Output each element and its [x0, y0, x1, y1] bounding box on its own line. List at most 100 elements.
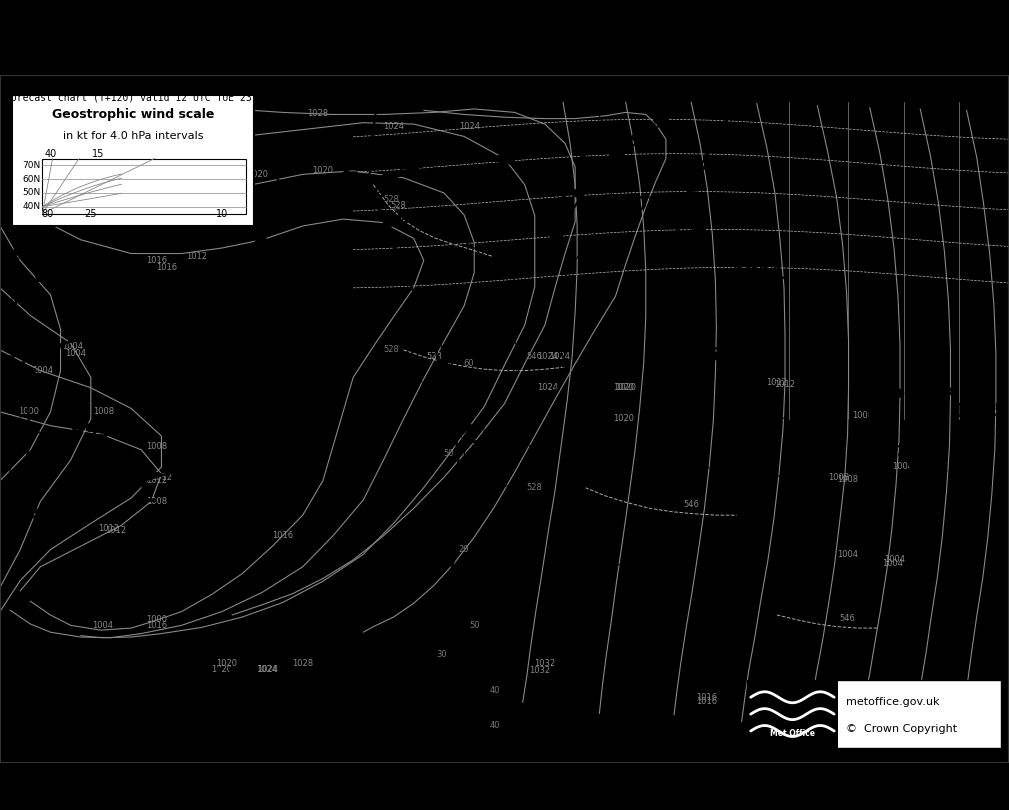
- Text: 1016: 1016: [156, 262, 177, 272]
- Text: 80: 80: [41, 209, 53, 219]
- Polygon shape: [518, 163, 541, 173]
- Text: 1012: 1012: [767, 377, 787, 387]
- Polygon shape: [406, 161, 430, 170]
- Polygon shape: [275, 202, 289, 209]
- Polygon shape: [390, 669, 403, 675]
- Polygon shape: [421, 639, 433, 645]
- Text: 546: 546: [527, 352, 543, 361]
- Polygon shape: [303, 429, 319, 440]
- Text: in kt for 4.0 hPa intervals: in kt for 4.0 hPa intervals: [63, 131, 204, 141]
- Text: 1024: 1024: [257, 665, 277, 674]
- Text: 50: 50: [469, 620, 479, 630]
- Text: L: L: [341, 153, 358, 181]
- Text: Forecast chart (T+120) valid 12 UTC TUE 23 APR 2024: Forecast chart (T+120) valid 12 UTC TUE …: [5, 92, 305, 102]
- Polygon shape: [141, 311, 154, 318]
- Polygon shape: [309, 397, 321, 408]
- Text: 70N: 70N: [22, 161, 40, 170]
- Text: 1008: 1008: [853, 411, 873, 420]
- Polygon shape: [456, 535, 467, 542]
- Polygon shape: [458, 465, 469, 471]
- Text: H: H: [423, 384, 446, 411]
- Text: 1020: 1020: [615, 383, 636, 392]
- Text: 1000: 1000: [146, 616, 166, 625]
- Polygon shape: [687, 187, 698, 193]
- Polygon shape: [427, 325, 438, 331]
- Polygon shape: [194, 118, 209, 125]
- Text: H: H: [829, 666, 853, 694]
- Text: 1011: 1011: [732, 264, 786, 283]
- Polygon shape: [572, 187, 589, 198]
- Polygon shape: [35, 505, 63, 515]
- Polygon shape: [589, 168, 608, 178]
- Polygon shape: [182, 330, 206, 337]
- Text: 1011: 1011: [621, 195, 675, 214]
- Polygon shape: [676, 232, 686, 238]
- Text: 1024: 1024: [538, 352, 558, 361]
- Text: 60N: 60N: [22, 175, 40, 184]
- Polygon shape: [447, 394, 459, 401]
- Text: 998: 998: [908, 460, 948, 479]
- Text: 1004: 1004: [885, 556, 905, 565]
- Polygon shape: [449, 571, 461, 577]
- Polygon shape: [15, 294, 27, 301]
- Text: 1012: 1012: [775, 380, 795, 389]
- Polygon shape: [370, 160, 379, 164]
- Text: 40: 40: [489, 721, 499, 730]
- Polygon shape: [709, 143, 721, 148]
- Text: H: H: [214, 666, 237, 694]
- Polygon shape: [489, 156, 516, 162]
- Polygon shape: [413, 291, 425, 297]
- Text: 1009: 1009: [182, 536, 235, 555]
- Polygon shape: [96, 330, 109, 336]
- Polygon shape: [680, 210, 691, 215]
- Text: metoffice.gov.uk: metoffice.gov.uk: [847, 697, 939, 707]
- Text: 1028: 1028: [293, 659, 313, 667]
- Text: 1008: 1008: [828, 473, 849, 482]
- Polygon shape: [20, 339, 32, 346]
- Text: 528: 528: [390, 201, 407, 210]
- Polygon shape: [70, 495, 96, 504]
- Polygon shape: [383, 223, 396, 229]
- Text: Geostrophic wind scale: Geostrophic wind scale: [52, 108, 214, 121]
- Polygon shape: [654, 114, 673, 125]
- Text: 1033: 1033: [471, 439, 526, 458]
- Text: 1004: 1004: [883, 559, 903, 568]
- Text: 1004: 1004: [93, 620, 113, 630]
- Polygon shape: [269, 344, 292, 353]
- Polygon shape: [398, 257, 410, 263]
- Text: 1008: 1008: [837, 475, 858, 484]
- Text: ©  Crown Copyright: © Crown Copyright: [847, 724, 958, 734]
- Text: L: L: [139, 480, 156, 509]
- Text: 1000: 1000: [18, 407, 38, 416]
- Text: 1016: 1016: [146, 256, 166, 265]
- Polygon shape: [459, 501, 470, 506]
- Text: 1012: 1012: [151, 473, 172, 482]
- Polygon shape: [439, 606, 450, 612]
- Text: L: L: [28, 367, 45, 394]
- Bar: [42, 159, 246, 214]
- Bar: [747, 680, 1001, 748]
- Text: L: L: [689, 208, 706, 237]
- Text: 1032: 1032: [535, 659, 555, 667]
- Text: 1026: 1026: [666, 347, 720, 365]
- Polygon shape: [432, 155, 458, 162]
- Polygon shape: [209, 455, 237, 463]
- Text: 50N: 50N: [22, 189, 40, 198]
- Text: 50: 50: [444, 449, 454, 458]
- Text: 528: 528: [383, 345, 400, 355]
- Polygon shape: [173, 462, 200, 471]
- Text: 1020: 1020: [613, 414, 634, 424]
- Text: 1008: 1008: [146, 441, 166, 451]
- Text: 40: 40: [489, 686, 499, 695]
- Polygon shape: [381, 172, 405, 181]
- Text: 1024: 1024: [256, 665, 276, 674]
- Polygon shape: [14, 249, 27, 256]
- Text: 1024: 1024: [538, 383, 558, 392]
- Text: 997: 997: [76, 315, 116, 335]
- Text: 1012: 1012: [187, 253, 207, 262]
- Text: 528: 528: [383, 195, 400, 204]
- Text: 546: 546: [683, 501, 699, 509]
- Polygon shape: [372, 129, 382, 134]
- Text: 1020: 1020: [613, 383, 634, 392]
- Text: 40N: 40N: [22, 202, 40, 211]
